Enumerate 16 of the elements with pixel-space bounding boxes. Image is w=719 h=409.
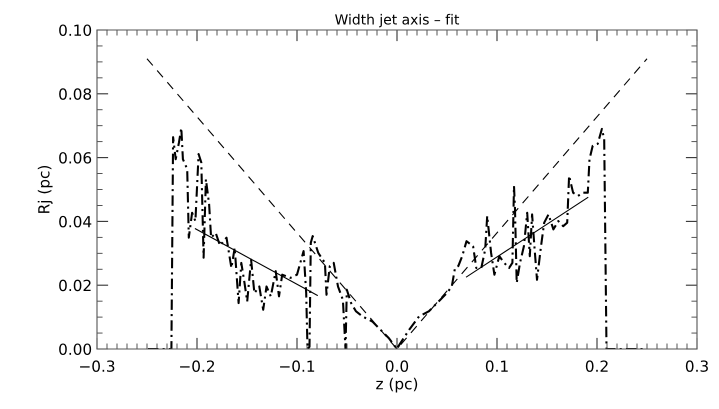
y-tick-label: 0.00 — [59, 343, 92, 356]
x-tick-label: 0.2 — [586, 360, 608, 372]
x-tick-label: −0.3 — [80, 360, 114, 372]
chart-title: Width jet axis – fit — [335, 14, 460, 28]
x-tick-label: 0.0 — [386, 360, 408, 372]
y-tick-label: 0.08 — [59, 88, 92, 100]
x-axis-title: z (pc) — [376, 378, 418, 392]
y-tick-label: 0.06 — [59, 152, 92, 164]
y-axis-title: Rj (pc) — [38, 166, 53, 213]
x-tick-label: 0.1 — [486, 360, 508, 372]
y-tick-label: 0.04 — [59, 216, 92, 228]
x-tick-label: −0.2 — [180, 360, 214, 372]
x-tick-label: 0.3 — [686, 360, 708, 372]
y-tick-label: 0.02 — [59, 280, 91, 292]
y-tick-label: 0.10 — [59, 24, 92, 36]
x-tick-label: −0.1 — [280, 360, 314, 372]
